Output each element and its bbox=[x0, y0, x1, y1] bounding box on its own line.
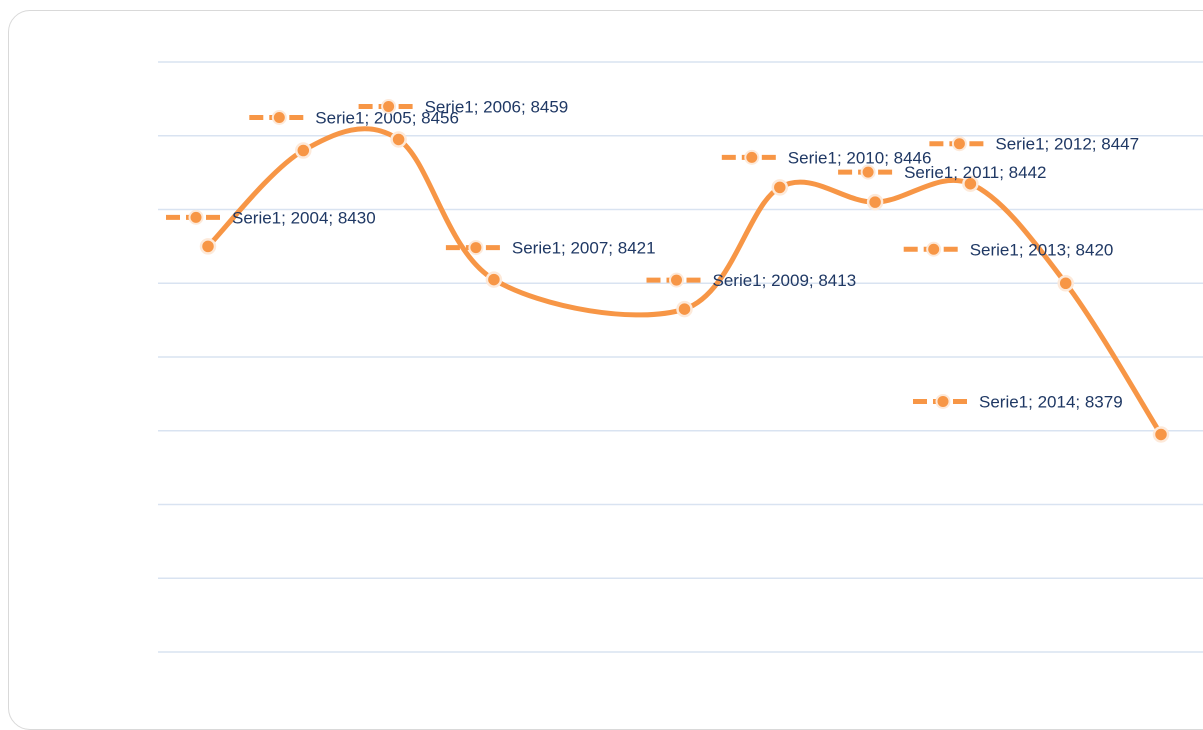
data-point bbox=[1057, 275, 1074, 292]
data-label-key-marker bbox=[951, 136, 967, 152]
data-points bbox=[199, 131, 1170, 443]
data-label-text: Serie1; 2010; 8446 bbox=[788, 148, 932, 167]
data-label: Serie1; 2009; 8413 bbox=[646, 271, 857, 290]
data-label: Serie1; 2013; 8420 bbox=[903, 240, 1114, 259]
data-label-text: Serie1; 2004; 8430 bbox=[232, 208, 376, 227]
data-point bbox=[676, 300, 693, 318]
data-label-key-marker bbox=[926, 241, 942, 257]
data-label-key-marker bbox=[935, 393, 951, 409]
data-label-text: Serie1; 2006; 8459 bbox=[425, 97, 569, 116]
data-point bbox=[866, 193, 884, 211]
data-label-key-marker bbox=[381, 98, 397, 114]
data-label-text: Serie1; 2005; 8456 bbox=[315, 109, 459, 128]
data-label: Serie1; 2006; 8459 bbox=[358, 97, 569, 116]
data-label-text: Serie1; 2013; 8420 bbox=[970, 240, 1114, 259]
series-line-serie1 bbox=[205, 126, 1164, 437]
data-label-text: Serie1; 2014; 8379 bbox=[979, 392, 1123, 411]
data-point bbox=[485, 271, 503, 288]
data-point bbox=[962, 175, 979, 192]
data-label-key-marker bbox=[744, 149, 760, 165]
data-label-key-marker bbox=[468, 240, 484, 256]
data-label: Serie1; 2005; 8456 bbox=[249, 109, 459, 128]
data-point bbox=[390, 131, 407, 148]
chart-area bbox=[8, 10, 1203, 730]
data-point bbox=[295, 142, 312, 159]
data-label-text: Serie1; 2011; 8442 bbox=[904, 163, 1046, 182]
data-label-key-marker bbox=[271, 110, 287, 125]
data-label: Serie1; 2010; 8446 bbox=[721, 148, 932, 167]
data-label: Serie1; 2004; 8430 bbox=[166, 208, 376, 227]
data-label: Serie1; 2014; 8379 bbox=[913, 392, 1123, 411]
data-point bbox=[1152, 426, 1170, 443]
data-point bbox=[771, 179, 789, 196]
data-label-key-marker bbox=[669, 272, 684, 288]
data-label-text: Serie1; 2007; 8421 bbox=[512, 239, 656, 258]
data-point bbox=[199, 238, 217, 255]
data-label-key-marker bbox=[860, 164, 876, 180]
data-label: Serie1; 2007; 8421 bbox=[445, 239, 656, 258]
data-label-text: Serie1; 2012; 8447 bbox=[995, 135, 1139, 154]
data-label-text: Serie1; 2009; 8413 bbox=[713, 271, 857, 290]
data-label: Serie1; 2012; 8447 bbox=[929, 135, 1139, 154]
data-label-key-marker bbox=[188, 209, 204, 225]
data-label: Serie1; 2011; 8442 bbox=[838, 163, 1047, 182]
